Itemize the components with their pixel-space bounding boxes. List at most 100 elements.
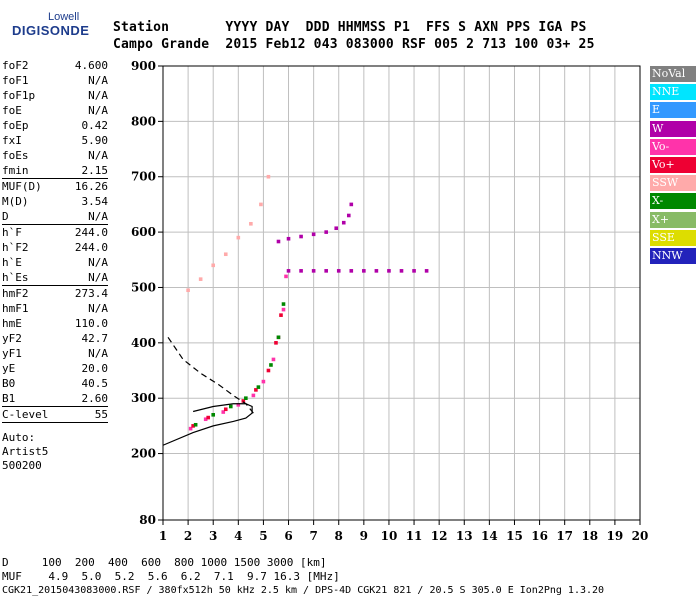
echo-point [311, 269, 316, 273]
echo-point [281, 302, 286, 306]
param-row: fmin 2.15 [2, 163, 108, 179]
echo-point [299, 269, 303, 273]
param-value: N/A [88, 104, 108, 117]
param-name: yE [2, 362, 16, 375]
echo-point [374, 269, 379, 273]
param-value: 0.42 [81, 119, 109, 132]
echo-point [299, 234, 303, 239]
legend-item: NoVal [650, 66, 696, 82]
x-tick-label: 18 [581, 529, 598, 543]
legend-item: W [650, 120, 696, 137]
x-tick-label: 10 [381, 529, 398, 543]
param-name: MUF(D) [2, 180, 42, 193]
param-name: fmin [2, 164, 29, 177]
header-values: Campo Grande 2015 Feb12 043 083000 RSF 0… [113, 37, 595, 52]
echo-point [236, 235, 241, 240]
param-name: h`F [2, 226, 22, 239]
param-value: 273.4 [74, 287, 108, 300]
legend-item: Vo- [650, 138, 696, 155]
x-tick-label: 4 [234, 529, 242, 543]
param-row: yF2 42.7 [2, 331, 108, 346]
note-line: 500200 [2, 459, 42, 472]
param-name: yF2 [2, 332, 22, 345]
param-row: foF1 N/A [2, 73, 108, 88]
param-value: 244.0 [74, 241, 108, 254]
param-value: 55 [94, 408, 108, 421]
param-name: M(D) [2, 195, 29, 208]
param-name: foEp [2, 119, 29, 132]
echo-point [276, 239, 281, 244]
param-row: C-level 55 [2, 407, 108, 423]
legend: NoVal NNE E W Vo- Vo+ SSW X- X+ SSE NNW [650, 66, 696, 266]
model-profile-dashed [167, 336, 254, 414]
parameter-panel: foF2 4.600 foF1 N/A foF1p N/A foE N/A foEp 0.42 fx… [2, 58, 108, 473]
echo-point [399, 269, 404, 273]
param-row: foEs N/A [2, 148, 108, 163]
echo-point [266, 368, 271, 373]
x-tick-label: 6 [284, 529, 292, 543]
param-row: D N/A [2, 209, 108, 225]
legend-item: NNE [650, 84, 696, 101]
param-name: foF1p [2, 89, 36, 102]
legend-item: SSW [650, 175, 696, 192]
echo-point [286, 269, 291, 273]
legend-item: SSE [650, 229, 696, 246]
y-tick-label: 400 [131, 336, 156, 350]
y-tick-label: 500 [131, 280, 156, 294]
echo-point [284, 274, 288, 279]
param-row: foF2 4.600 [2, 58, 108, 73]
param-name: hmE [2, 317, 22, 330]
echo-point [324, 230, 328, 234]
param-name: foEs [2, 149, 29, 162]
param-name: h`E [2, 256, 22, 269]
legend-item: Vo+ [650, 156, 696, 173]
legend-item: NNW [650, 247, 696, 264]
logo-digisonde: DIGISONDE [12, 23, 90, 38]
param-name: h`Es [2, 271, 29, 284]
param-row: MUF(D) 16.26 [2, 179, 108, 194]
x-tick-label: 16 [531, 529, 548, 543]
param-name: yF1 [2, 347, 22, 360]
param-name: foF1 [2, 74, 29, 87]
echo-point [424, 269, 429, 273]
echo-point [362, 269, 366, 273]
param-value: 40.5 [81, 377, 109, 390]
x-tick-label: 5 [259, 529, 267, 543]
param-value: N/A [88, 149, 108, 162]
param-value: N/A [88, 74, 108, 87]
x-tick-label: 1 [159, 529, 167, 543]
param-value: N/A [88, 210, 108, 223]
param-row: hmF2 273.4 [2, 286, 108, 301]
echo-point [256, 385, 261, 389]
echo-point [279, 313, 283, 317]
param-row: yF1 N/A [2, 346, 108, 361]
echo-point [193, 422, 198, 427]
echo-point [251, 393, 256, 398]
echo-point [211, 413, 216, 417]
param-value: N/A [88, 256, 108, 269]
header-labels: Station YYYY DAY DDD HHMMSS P1 FFS S AXN… [113, 20, 587, 35]
param-name: C-level [2, 408, 49, 421]
echo-point [281, 307, 286, 312]
echo-point [244, 396, 248, 400]
param-name: D [2, 210, 9, 223]
echo-point [334, 226, 339, 231]
echo-point [188, 426, 193, 431]
param-name: B0 [2, 377, 16, 390]
param-value: 2.15 [81, 164, 109, 177]
x-tick-label: 8 [335, 529, 343, 543]
footer-muf-row: MUF 4.9 5.0 5.2 5.6 6.2 7.1 9.7 16.3 [MH… [2, 570, 340, 583]
param-name: foF2 [2, 59, 29, 72]
param-row: M(D) 3.54 [2, 194, 108, 209]
echo-point [203, 417, 208, 422]
echo-point [311, 232, 316, 237]
param-value: 3.54 [81, 195, 109, 208]
logo-lowell: Lowell [48, 11, 80, 23]
echo-point [341, 220, 346, 225]
plot-frame [162, 65, 641, 521]
echo-point [249, 221, 253, 226]
echo-point [228, 404, 233, 409]
param-name: hmF2 [2, 287, 29, 300]
param-value: N/A [88, 347, 108, 360]
